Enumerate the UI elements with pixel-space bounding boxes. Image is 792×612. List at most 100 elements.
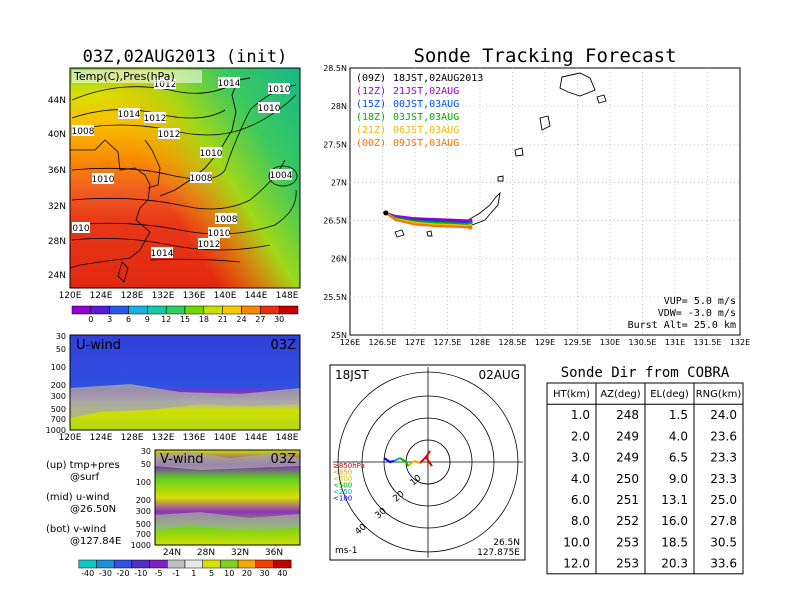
legend-valid-1: 21JST,02AUG: [393, 86, 459, 97]
track-y-tick: 27N: [331, 178, 347, 187]
map-frame: [69, 67, 301, 289]
wind-colorbar-tick: 20: [242, 569, 252, 578]
track-x-tick: 130E: [600, 338, 620, 347]
temp-colorbar-tick: 21: [218, 315, 228, 324]
track-x-tick: 130.5E: [629, 338, 657, 347]
launch-point: [383, 210, 389, 216]
svg-text:200: 200: [136, 496, 151, 505]
legend-run-0: (09Z): [356, 73, 386, 84]
wind-colorbar: -40 -30 -20 -10 -5 -1 1 5 10 20 30 40: [78, 559, 292, 578]
v-wind-time: 03Z: [271, 452, 297, 467]
svg-text:@26.50N: @26.50N: [70, 504, 116, 515]
table-cell: 3.0: [571, 451, 590, 465]
svg-text:1004: 1004: [270, 171, 293, 181]
table-cell: 253: [616, 557, 639, 571]
v-wind-gray-band: [155, 452, 300, 470]
track-x-tick: 129.5E: [564, 338, 592, 347]
wind-colorbar-swatch: [78, 559, 97, 569]
table-cell: 23.6: [710, 429, 737, 443]
wind-colorbar-tick: 30: [260, 569, 270, 578]
u-wind-panel: U-wind 03Z 30 50 100 200 300 500 700 100…: [46, 332, 301, 443]
temp-colorbar-swatch: [184, 305, 205, 315]
v-wind-x-ticks: 24N 28N 32N 36N: [163, 548, 283, 558]
svg-text:300: 300: [136, 507, 151, 516]
table-cell: 25.0: [710, 493, 737, 507]
table-cell: 8.0: [571, 514, 590, 528]
svg-text:VUP= 5.0 m/s: VUP= 5.0 m/s: [664, 296, 736, 307]
svg-text:1008: 1008: [72, 127, 95, 137]
temp-colorbar-tick: 30: [274, 315, 284, 324]
svg-text:1000: 1000: [131, 541, 151, 550]
wind-colorbar-tick: 40: [277, 569, 287, 578]
amami-island: [559, 72, 596, 97]
polar-date: 02AUG: [478, 368, 520, 382]
track-x-tick: 131E: [665, 338, 685, 347]
legend-valid-0: 18JST,02AUG2013: [393, 73, 483, 84]
panel-notes: (up) tmp+pres @surf (mid) u-wind @26.50N…: [46, 460, 121, 547]
svg-text:124E: 124E: [90, 291, 113, 301]
tracking-gridlines: [350, 68, 740, 335]
tokuno-island: [539, 115, 551, 131]
polar-legend-item: <500: [333, 482, 352, 490]
table-cell: 4.0: [571, 472, 590, 486]
left-title: 03Z,02AUG2013 (init): [83, 47, 288, 67]
track-y-tick: 28N: [331, 102, 347, 111]
svg-text:(up) tmp+pres: (up) tmp+pres: [46, 460, 120, 471]
svg-text:28N: 28N: [48, 237, 66, 247]
temp-colorbar-tick: 9: [145, 315, 150, 324]
polar-lon: 127.875E: [477, 548, 520, 558]
polar-wind-trace: [383, 450, 433, 467]
legend-run-4: (21Z): [356, 125, 386, 136]
svg-text:50: 50: [141, 460, 151, 469]
svg-text:128E: 128E: [121, 433, 144, 443]
legend-run-1: (12Z): [356, 86, 386, 97]
table-cell: 6.5: [669, 451, 688, 465]
temp-colorbar-swatch: [109, 305, 129, 315]
table-cell: 249: [616, 451, 639, 465]
table-cell: 23.3: [710, 472, 737, 486]
svg-text:36N: 36N: [265, 548, 283, 558]
svg-text:200: 200: [51, 381, 66, 390]
svg-text:VDW= -3.0 m/s: VDW= -3.0 m/s: [658, 308, 736, 319]
svg-text:1010: 1010: [208, 229, 231, 239]
temp-colorbar-swatch: [222, 305, 242, 315]
table-cell: 250: [616, 472, 639, 486]
wind-colorbar-tick: -40: [81, 569, 94, 578]
svg-text:148E: 148E: [276, 433, 299, 443]
table-cell: 27.8: [710, 514, 737, 528]
wind-colorbar-tick: 1: [191, 569, 196, 578]
temp-colorbar-tick: 27: [255, 315, 265, 324]
table-header-cell: HT(km): [553, 389, 590, 400]
wind-colorbar-swatch: [96, 559, 115, 569]
okinoerabu-island: [514, 147, 524, 157]
table-cell: 24.0: [710, 408, 737, 422]
table-cell: 12.0: [563, 557, 590, 571]
table-cell: 16.0: [661, 514, 688, 528]
map-y-ticks: 44N 40N 36N 32N 28N 24N: [48, 96, 66, 281]
track-y-tick: 25N: [331, 331, 347, 340]
temp-colorbar-swatch: [260, 305, 280, 315]
v-wind-frame: [154, 449, 301, 546]
tracking-map: (09Z) 18JST,02AUG2013 (12Z) 21JST,02AUG …: [323, 64, 750, 347]
svg-text:124E: 124E: [90, 433, 113, 443]
wind-colorbar-swatch: [237, 559, 257, 569]
polar-legend-item: <100: [333, 495, 352, 503]
svg-text:1012: 1012: [158, 130, 181, 140]
legend-run-2: (15Z): [356, 99, 386, 110]
table-header-cell: AZ(deg): [600, 389, 640, 400]
v-wind-gray-band-lower: [155, 512, 300, 530]
svg-text:1010: 1010: [92, 175, 115, 185]
svg-text:@surf: @surf: [70, 472, 100, 483]
track-x-tick: 126E: [340, 338, 360, 347]
svg-text:132E: 132E: [152, 291, 175, 301]
track-y-ticks: 28.5N 28N 27.5N 27N 26.5N 26N 25.5N 25N: [323, 64, 347, 340]
svg-text:500: 500: [51, 405, 66, 414]
svg-text:(mid) u-wind: (mid) u-wind: [46, 492, 109, 503]
svg-text:28N: 28N: [197, 548, 215, 558]
table-cell: 30.5: [710, 535, 737, 549]
temp-colorbar-tick: 12: [161, 315, 171, 324]
svg-text:1010: 1010: [268, 85, 291, 95]
table-cell: 1.0: [571, 408, 590, 422]
track-legend: (09Z) 18JST,02AUG2013 (12Z) 21JST,02AUG …: [356, 73, 483, 149]
table-cell: 4.0: [669, 429, 688, 443]
